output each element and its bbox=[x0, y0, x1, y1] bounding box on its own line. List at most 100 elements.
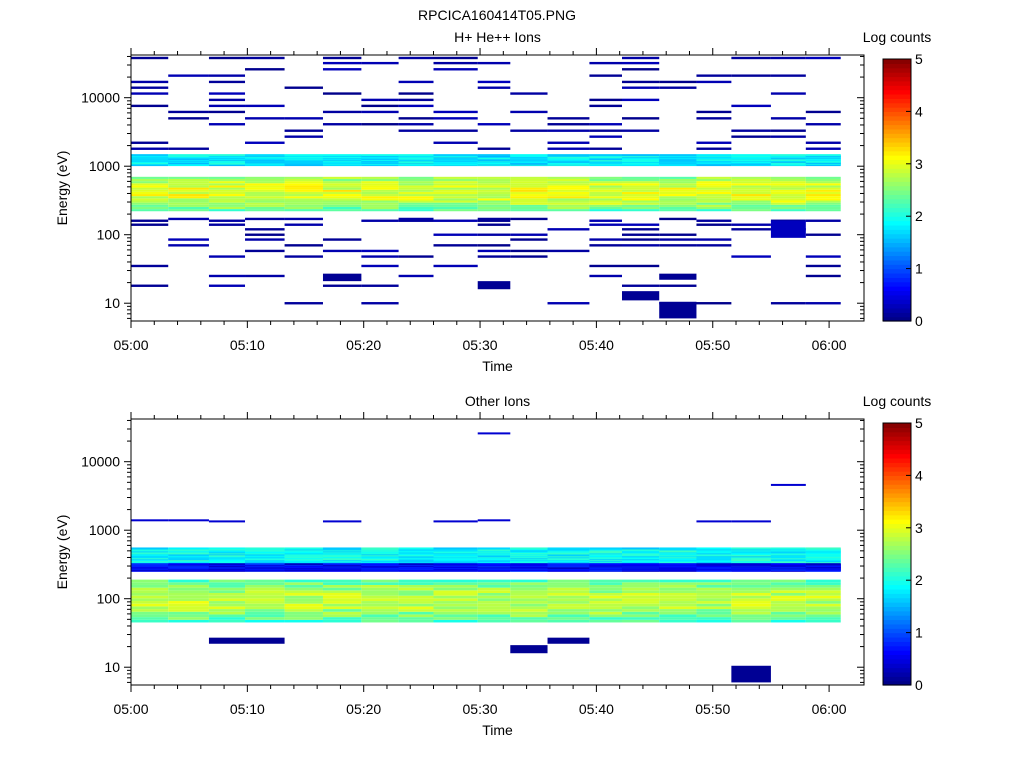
colorbar-segment bbox=[883, 628, 911, 634]
heatmap-cell bbox=[477, 198, 511, 201]
heatmap-cell bbox=[621, 593, 660, 596]
colorbar-segment bbox=[883, 80, 911, 86]
heatmap-cell bbox=[510, 110, 548, 114]
heatmap-cell bbox=[361, 104, 399, 108]
heatmap-cell bbox=[510, 547, 548, 550]
heatmap-cell bbox=[805, 563, 841, 566]
heatmap-cell bbox=[284, 154, 323, 157]
colorbar-segment bbox=[883, 141, 911, 147]
heatmap-cell bbox=[284, 579, 323, 583]
heatmap-cell bbox=[510, 601, 548, 604]
colorbar-segment bbox=[883, 59, 911, 64]
colorbar-tick-label: 4 bbox=[915, 103, 923, 119]
heatmap-cell bbox=[168, 547, 209, 550]
heatmap-cell bbox=[510, 185, 548, 188]
heatmap-cell bbox=[731, 187, 771, 190]
heatmap-cell bbox=[510, 563, 548, 566]
heatmap-cell bbox=[398, 563, 434, 566]
colorbar-segment bbox=[883, 523, 911, 529]
heatmap-cell bbox=[131, 204, 169, 207]
heatmap-cell bbox=[322, 273, 362, 282]
heatmap-cell bbox=[770, 56, 806, 60]
colorbar-segment bbox=[883, 172, 911, 178]
heatmap-cell bbox=[131, 264, 169, 268]
heatmap-cell bbox=[477, 619, 511, 623]
heatmap-cell bbox=[168, 202, 209, 205]
heatmap-cell bbox=[589, 187, 622, 190]
heatmap-cell bbox=[589, 587, 622, 591]
heatmap-cell bbox=[805, 110, 841, 114]
colorbar-segment bbox=[883, 554, 911, 559]
heatmap-cell bbox=[168, 601, 209, 604]
heatmap-cell bbox=[805, 584, 841, 588]
heatmap-cell bbox=[361, 183, 399, 186]
heatmap-cell bbox=[510, 202, 548, 205]
heatmap-cell bbox=[477, 183, 511, 186]
colorbar-segment bbox=[883, 124, 911, 130]
heatmap-cell bbox=[433, 176, 478, 179]
heatmap-cell bbox=[477, 598, 511, 602]
colorbar-tick-label: 5 bbox=[915, 415, 923, 431]
heatmap-cell bbox=[168, 187, 209, 190]
heatmap-cell bbox=[659, 587, 697, 591]
heatmap-cell bbox=[731, 547, 771, 550]
heatmap-cell bbox=[208, 584, 246, 588]
heatmap-cell bbox=[322, 178, 362, 182]
heatmap-cell bbox=[547, 206, 590, 210]
colorbar-segment bbox=[883, 264, 911, 270]
heatmap-cell bbox=[510, 606, 548, 610]
colorbar-segment bbox=[883, 251, 911, 257]
heatmap-cell bbox=[805, 154, 841, 157]
heatmap-cell bbox=[731, 582, 771, 585]
heatmap-cell bbox=[322, 176, 362, 179]
heatmap-cell bbox=[208, 617, 246, 620]
heatmap-cell bbox=[168, 611, 209, 615]
heatmap-cell bbox=[477, 590, 511, 594]
heatmap-cell bbox=[659, 619, 697, 623]
heatmap-cell bbox=[284, 187, 323, 190]
heatmap-cell bbox=[398, 194, 434, 197]
x-tick-label: 05:30 bbox=[463, 701, 498, 717]
heatmap-cell bbox=[621, 264, 660, 268]
heatmap-cell bbox=[659, 181, 697, 184]
heatmap-cell bbox=[589, 219, 622, 222]
heatmap-cell bbox=[245, 249, 285, 253]
heatmap-cell bbox=[131, 614, 169, 618]
heatmap-cell bbox=[208, 590, 246, 594]
colorbar-tick-label: 0 bbox=[915, 313, 923, 329]
heatmap-cell bbox=[805, 302, 841, 305]
heatmap-cell bbox=[433, 601, 478, 604]
colorbar-tick-label: 4 bbox=[915, 467, 923, 483]
heatmap-cell bbox=[589, 547, 622, 550]
heatmap-cell bbox=[131, 603, 169, 607]
heatmap-cell bbox=[361, 181, 399, 184]
heatmap-cell bbox=[589, 104, 622, 108]
colorbar-segment bbox=[883, 286, 911, 292]
heatmap-cell bbox=[621, 196, 660, 199]
heatmap-cell bbox=[398, 274, 434, 278]
heatmap-cell bbox=[547, 202, 590, 205]
heatmap-cell bbox=[731, 617, 771, 620]
heatmap-cell bbox=[547, 587, 590, 591]
heatmap-cell bbox=[589, 204, 622, 207]
heatmap-cell bbox=[547, 637, 590, 644]
heatmap-cell bbox=[589, 593, 622, 596]
heatmap-cell bbox=[284, 183, 323, 186]
heatmap-cell bbox=[168, 196, 209, 199]
heatmap-cell bbox=[731, 611, 771, 615]
colorbar-segment bbox=[883, 462, 911, 468]
heatmap-cell bbox=[245, 228, 285, 231]
heatmap-cell bbox=[510, 92, 548, 95]
heatmap-cell bbox=[696, 584, 732, 588]
heatmap-cell bbox=[131, 209, 169, 212]
colorbar-segment bbox=[883, 453, 911, 459]
heatmap-cell bbox=[433, 185, 478, 188]
heatmap-cell bbox=[322, 181, 362, 184]
heatmap-cell bbox=[284, 302, 323, 305]
heatmap-cell bbox=[322, 200, 362, 203]
heatmap-cell bbox=[361, 202, 399, 205]
heatmap-cell bbox=[621, 154, 660, 157]
heatmap-cell bbox=[477, 611, 511, 615]
heatmap-cell bbox=[245, 617, 285, 620]
heatmap-cell bbox=[361, 185, 399, 188]
